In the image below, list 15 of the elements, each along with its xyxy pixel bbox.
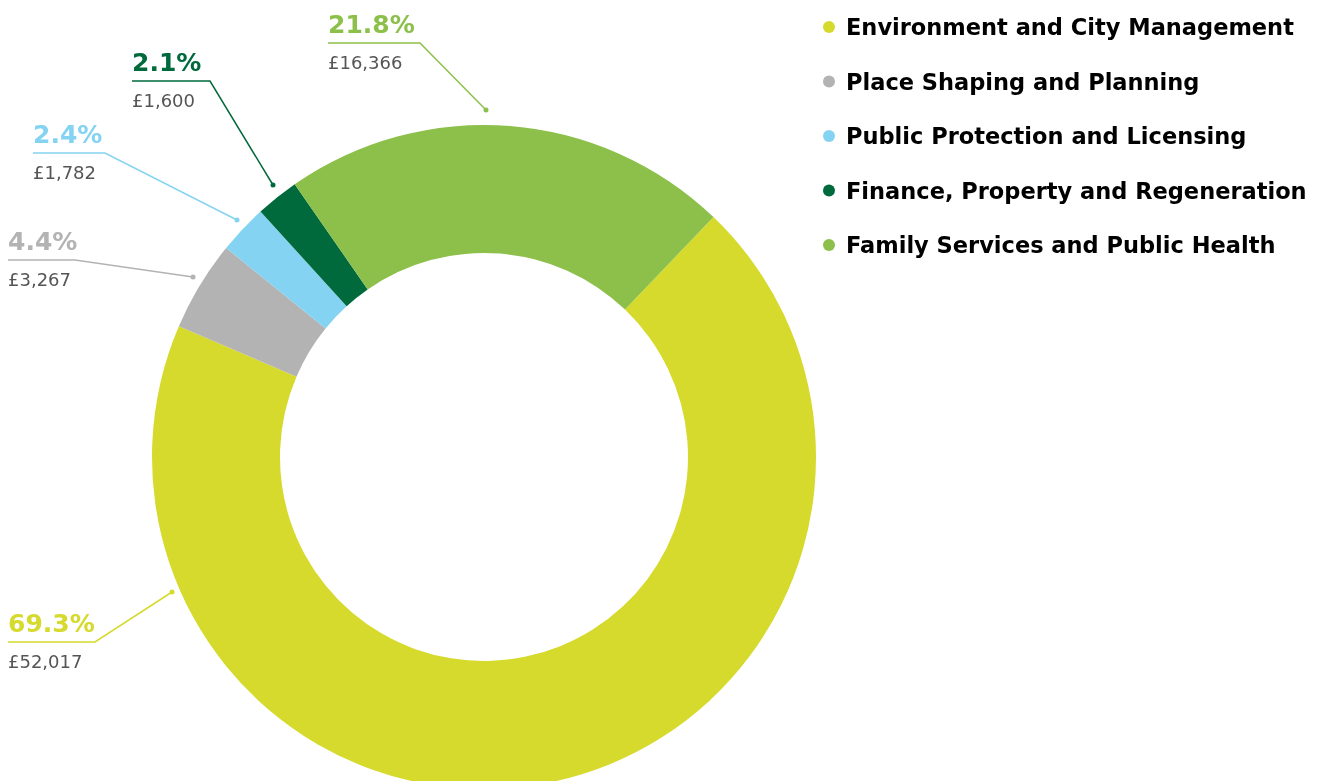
data-label: 2.1% [132,48,202,77]
text: £3,267 [8,269,71,290]
text: £1,782 [33,162,96,183]
data-label: 2.4% [33,120,103,149]
legend-label: Public Protection and Licensing [846,123,1247,149]
data-label: 21.8% [328,10,415,39]
text: £16,366 [328,52,403,73]
legend-label: Place Shaping and Planning [846,68,1200,95]
data-label: 4.4% [8,227,78,256]
data-label: 69.3% [8,609,95,638]
legend-label: Environment and City Management [846,14,1295,40]
legend-label: Family Services and Public Health [846,232,1276,258]
text: £1,600 [132,90,195,111]
legend-label: Finance, Property and Regeneration [846,177,1307,204]
text: £52,017 [8,651,83,672]
